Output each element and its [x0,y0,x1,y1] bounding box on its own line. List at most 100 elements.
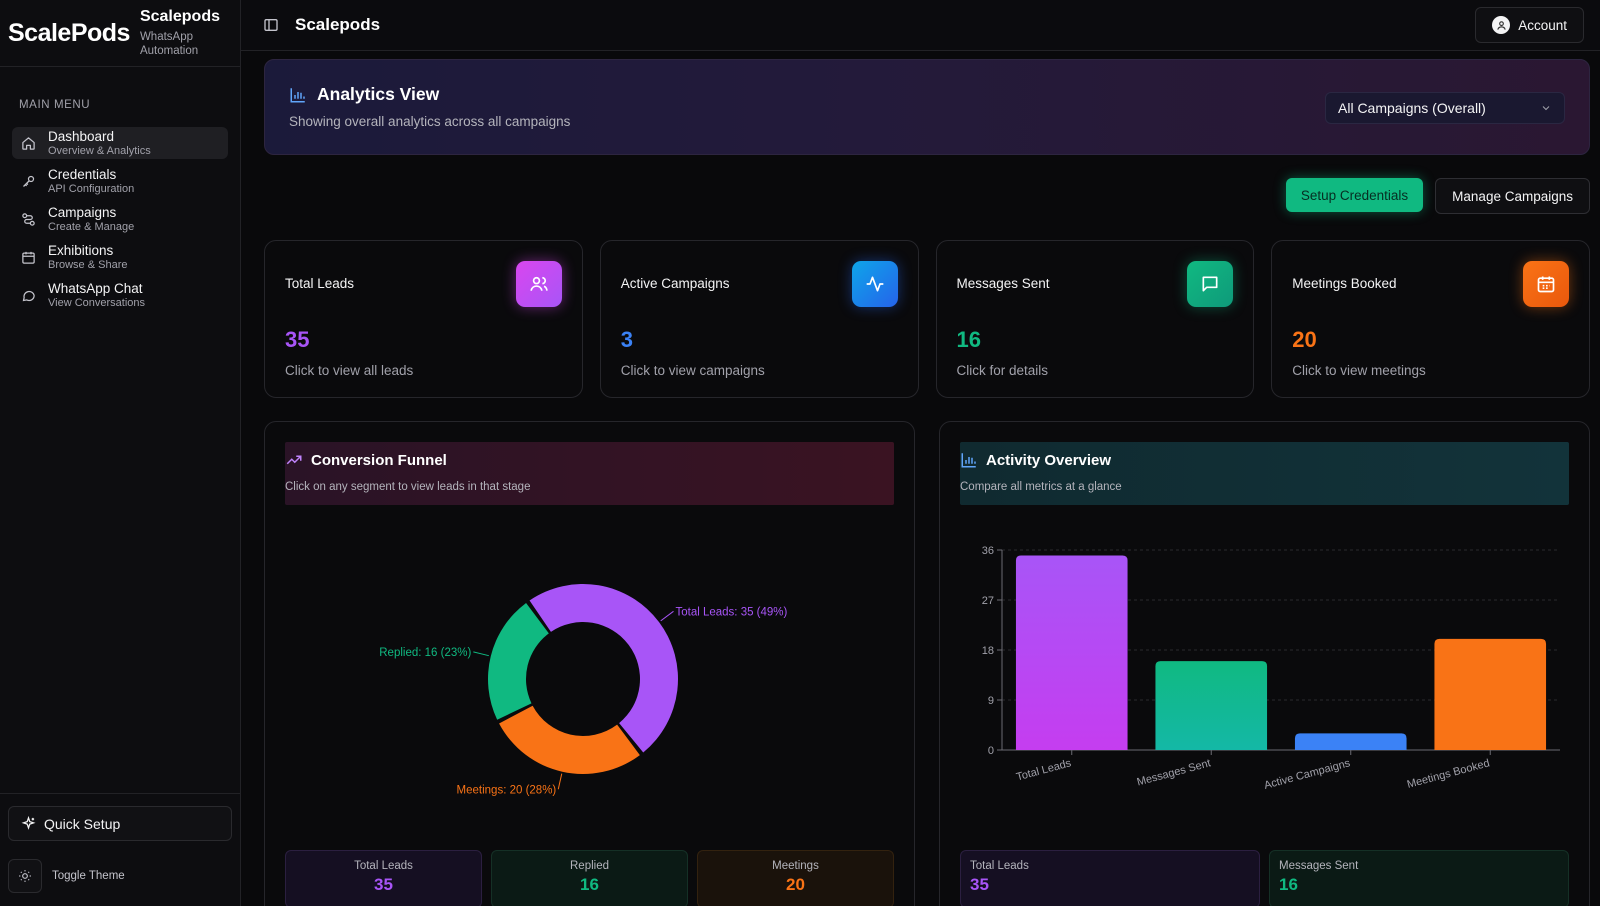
sidebar-item-subtitle: Overview & Analytics [48,144,151,157]
chevron-down-icon [1540,102,1552,114]
mini-stat-label: Meetings [772,860,819,872]
bar-messages-sent[interactable] [1155,661,1268,750]
sidebar-toggle-icon[interactable] [261,15,281,35]
stat-description: Click to view meetings [1292,363,1426,378]
mini-stat-value: 35 [970,875,989,894]
stat-card-messages-sent[interactable]: Messages Sent 16 Click for details [935,240,1255,398]
stat-label: Meetings Booked [1292,276,1397,291]
home-icon [20,135,36,151]
user-icon [1492,16,1511,34]
bar-chart-icon [289,86,307,104]
conversion-funnel-card: Conversion Funnel Click on any segment t… [264,421,915,906]
sidebar-item-subtitle: API Configuration [48,182,135,195]
sidebar-item-campaigns[interactable]: Campaigns Create & Manage [12,203,228,235]
route-icon [20,211,36,227]
sidebar: ScalePods Scalepods WhatsApp Automation … [0,0,241,906]
action-buttons: Setup Credentials Manage Campaigns [264,178,1590,214]
quick-setup-button[interactable]: Quick Setup [8,806,232,841]
x-tick-label: Meetings Booked [1406,757,1491,791]
x-tick-label: Active Campaigns [1263,757,1352,792]
donut-slice-replied[interactable] [488,602,549,720]
quick-setup-label: Quick Setup [44,815,121,832]
mini-stat-value: 16 [1279,875,1298,894]
campaign-select-value: All Campaigns (Overall) [1338,100,1486,116]
mini-stat-label: Replied [570,860,609,872]
conversion-funnel-donut[interactable]: Total Leads: 35 (49%) Meetings: 20 (28%) R… [285,505,895,845]
main-nav: Dashboard Overview & Analytics Credentia… [0,127,240,311]
campaign-select[interactable]: All Campaigns (Overall) [1325,92,1565,124]
bar-active-campaigns[interactable] [1294,733,1407,750]
sidebar-item-title: Credentials [48,166,117,182]
sidebar-item-title: Exhibitions [48,242,114,258]
users-icon [515,261,562,307]
mini-stat-value: 35 [374,875,393,894]
mini-stat-label: Messages Sent [1279,860,1359,872]
sidebar-item-title: Dashboard [48,128,115,144]
account-label: Account [1518,17,1567,33]
mini-stat-messages-sent[interactable]: Messages Sent 16 [1269,850,1569,906]
mini-stat-replied[interactable]: Replied 16 [491,850,688,906]
stat-card-total-leads[interactable]: Total Leads 35 Click to view all leads [264,240,583,398]
stat-label: Messages Sent [956,276,1050,291]
mini-stat-meetings[interactable]: Meetings 20 [697,850,894,906]
main-content: Scalepods Account Analytics View Showing… [241,0,1600,906]
toggle-theme-label: Toggle Theme [52,870,125,882]
stat-value: 3 [620,327,633,352]
toggle-theme[interactable]: Toggle Theme [8,859,232,893]
mini-stat-total-leads[interactable]: Total Leads 35 [960,850,1260,906]
donut-label-replied: Replied: 16 (23%) [379,647,471,659]
stat-value: 35 [285,327,310,352]
donut-label-meetings: Meetings: 20 (28%) [457,784,557,796]
donut-slice-meetings[interactable] [499,705,640,774]
account-button[interactable]: Account [1475,7,1584,43]
brand-header: ScalePods Scalepods WhatsApp Automation [0,0,240,67]
y-tick-label: 27 [982,595,994,607]
stat-description: Click for details [956,363,1049,378]
topbar: Scalepods Account [241,0,1600,51]
brand-logo[interactable]: ScalePods [8,18,130,47]
sparkles-icon [21,816,36,831]
donut-label-line [557,773,563,790]
sidebar-item-subtitle: Browse & Share [48,258,128,271]
y-tick-label: 36 [982,545,994,557]
stat-label: Active Campaigns [620,276,730,291]
mini-stat-value: 20 [786,875,805,894]
bar-total-leads[interactable] [1015,555,1128,750]
manage-campaigns-button[interactable]: Manage Campaigns [1435,178,1590,214]
activity-overview-card: Activity Overview Compare all metrics at… [939,421,1590,906]
analytics-view-title: Analytics View [317,84,440,104]
sidebar-footer: Quick Setup Toggle Theme [0,793,240,906]
sidebar-item-exhibitions[interactable]: Exhibitions Browse & Share [12,241,228,273]
calendar-icon [1523,261,1569,307]
activity-overview-bar-chart[interactable]: 0 9 18 27 36 Total Leads Messages Sent Active C… [960,532,1570,792]
bar-meetings-booked[interactable] [1434,638,1547,750]
donut-slice-total-leads[interactable] [529,583,679,753]
sidebar-item-dashboard[interactable]: Dashboard Overview & Analytics [12,127,228,159]
sun-icon[interactable] [8,859,42,893]
sidebar-item-whatsapp-chat[interactable]: WhatsApp Chat View Conversations [12,279,228,311]
sidebar-item-credentials[interactable]: Credentials API Configuration [12,165,228,197]
message-icon [1187,261,1234,307]
charts-row: Conversion Funnel Click on any segment t… [264,421,1590,906]
mini-stat-total-leads[interactable]: Total Leads 35 [285,850,482,906]
mini-stat-label: Total Leads [354,860,413,872]
brand-subtitle-line2: Automation [139,45,199,57]
mini-stat-value: 16 [580,875,599,894]
analytics-view-subtitle: Showing overall analytics across all cam… [289,114,571,129]
stat-card-meetings-booked[interactable]: Meetings Booked 20 Click to view meeting… [1271,240,1590,398]
chat-icon [20,287,36,303]
sidebar-item-subtitle: Create & Manage [48,220,135,233]
donut-label-line [473,651,489,657]
y-tick-label: 0 [988,745,994,757]
calendar-icon [20,249,36,265]
main-menu-label: MAIN MENU [19,99,91,111]
sidebar-item-title: WhatsApp Chat [48,280,143,296]
sidebar-item-subtitle: View Conversations [48,296,146,309]
page-title: Scalepods [295,15,381,34]
y-tick-label: 9 [988,695,994,707]
stat-card-active-campaigns[interactable]: Active Campaigns 3 Click to view campaig… [599,240,919,398]
setup-credentials-button[interactable]: Setup Credentials [1285,178,1424,212]
stat-description: Click to view campaigns [620,363,765,378]
bar-chart-icon [960,451,978,469]
conversion-funnel-title: Conversion Funnel [311,451,447,469]
